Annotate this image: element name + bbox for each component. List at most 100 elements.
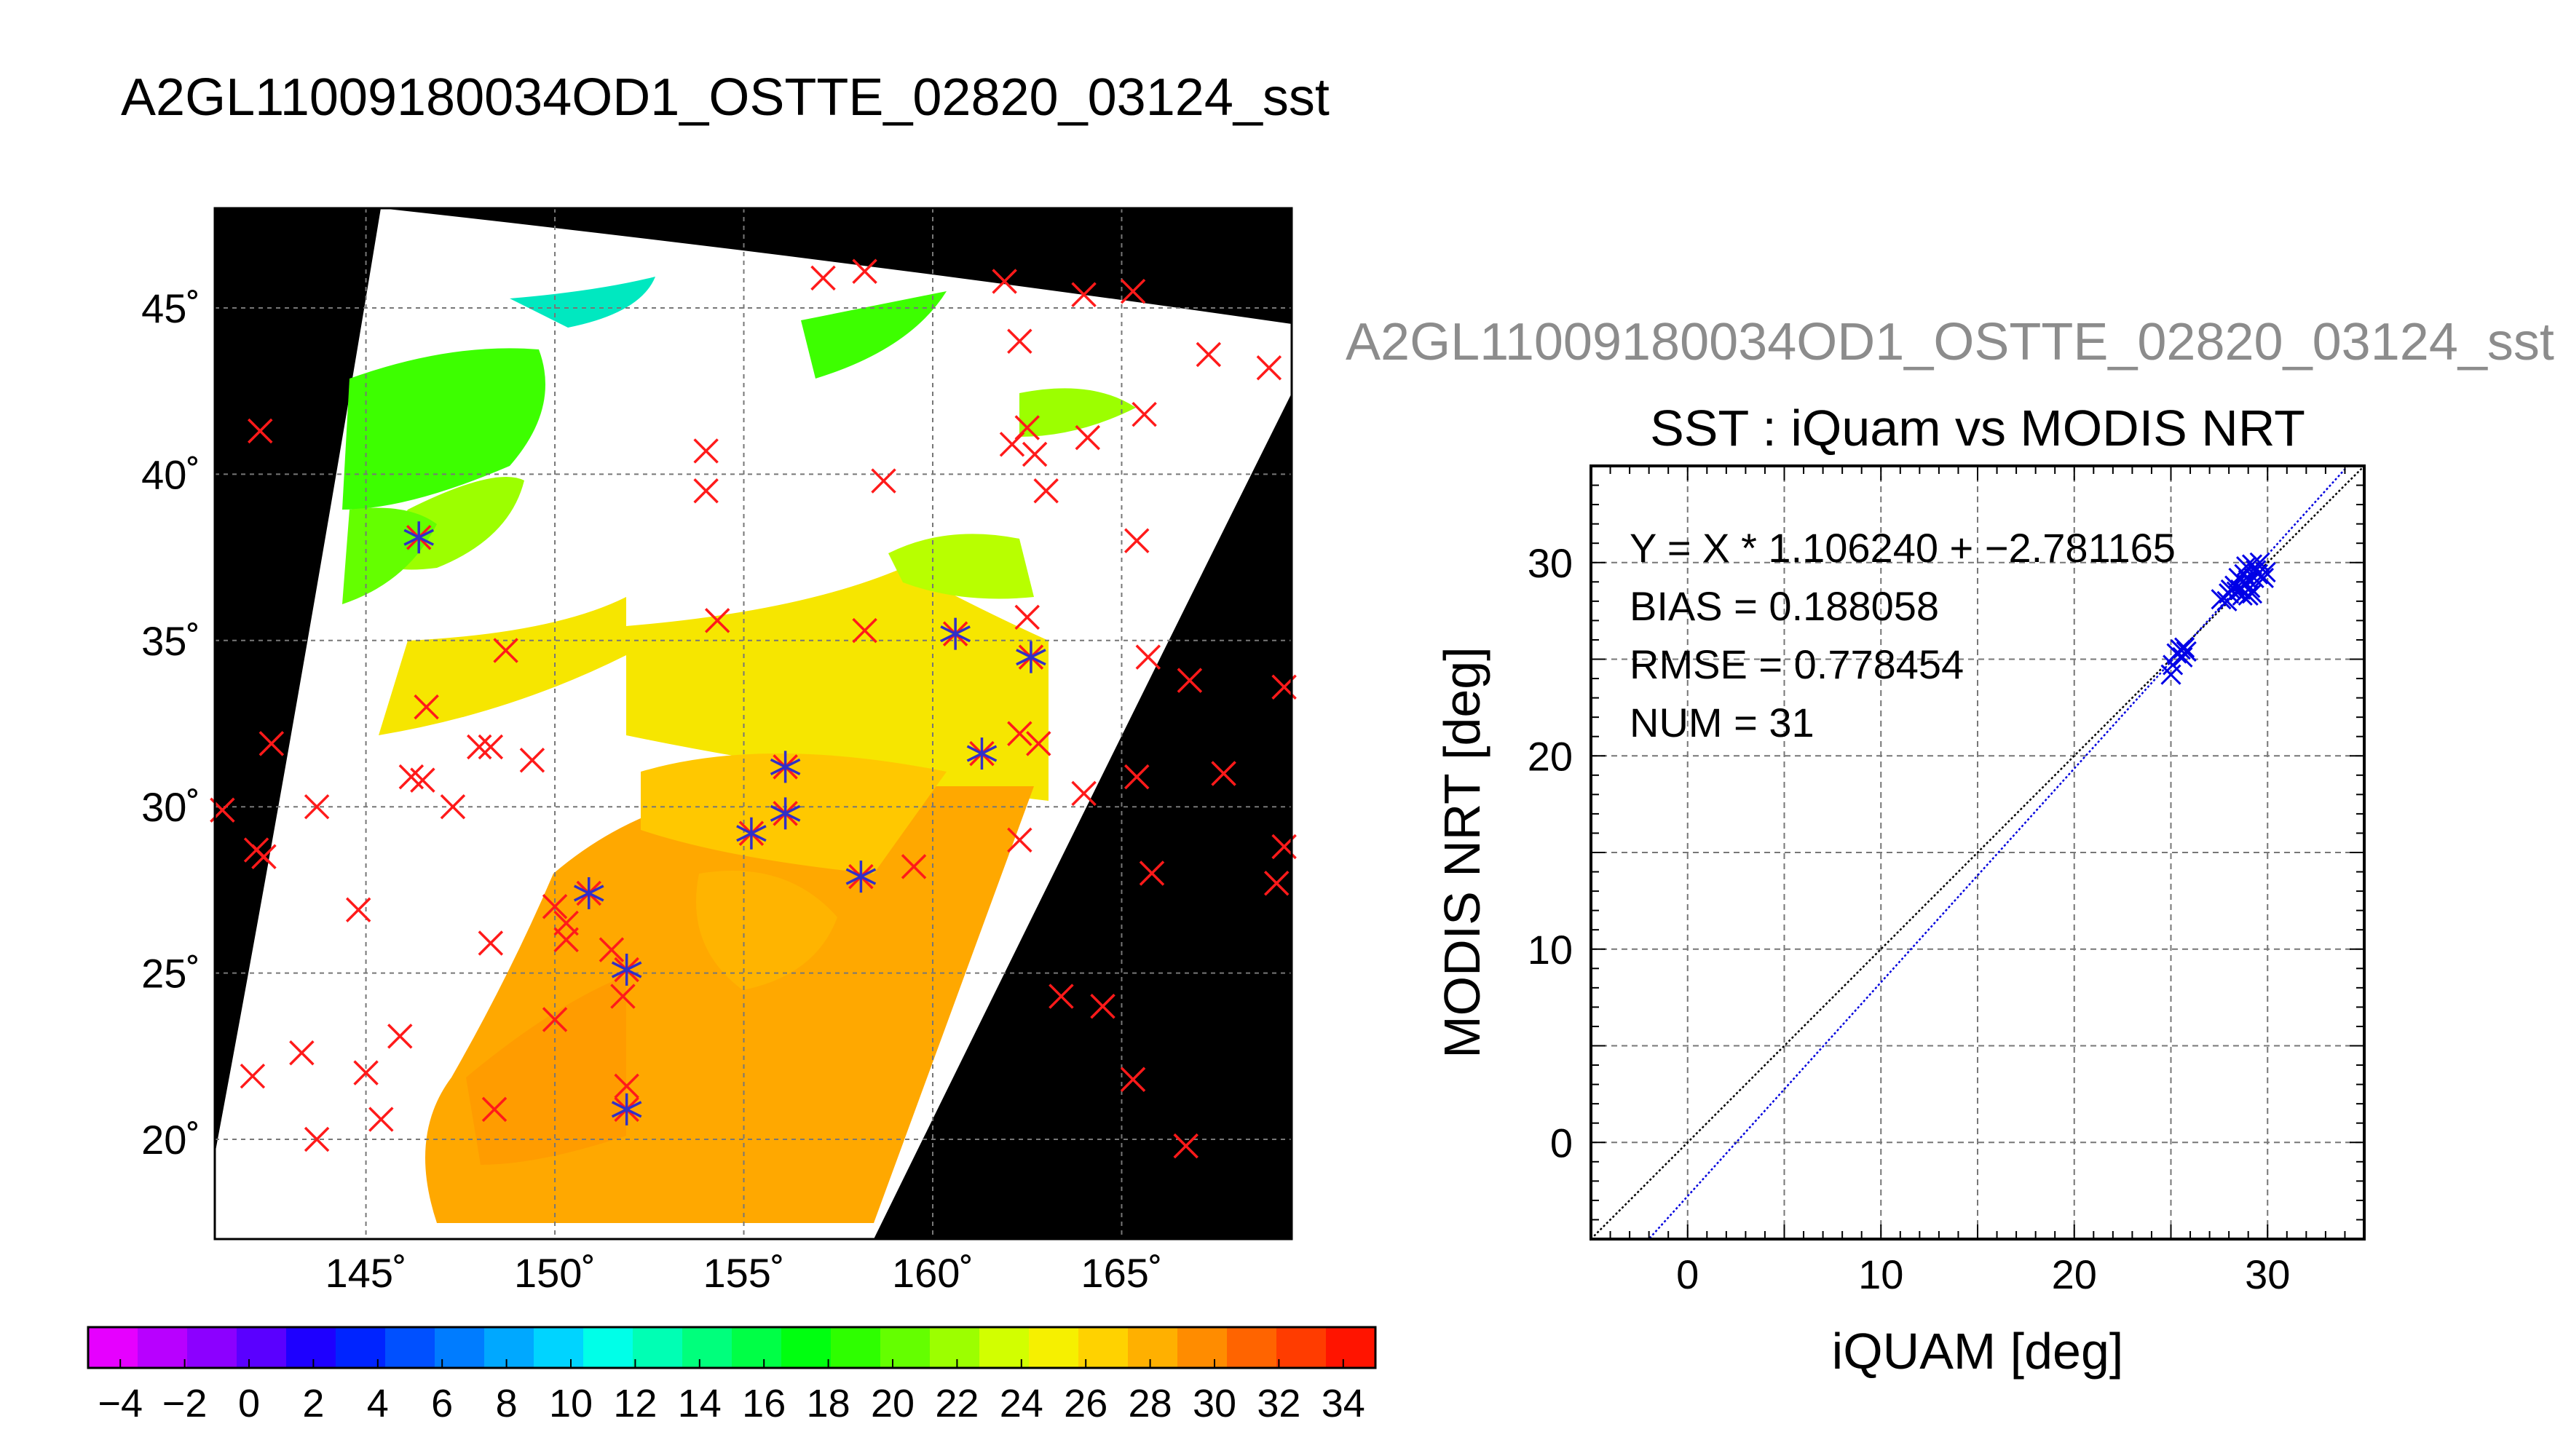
colorbar-frame: [87, 1326, 1377, 1369]
colorbar-tick-label: 34: [1322, 1382, 1365, 1425]
scatter-point: [2216, 590, 2238, 612]
buoy-marker: [478, 734, 504, 760]
buoy-marker: [258, 731, 285, 756]
colorbar-swatch: [781, 1327, 832, 1368]
x-axis-label: iQUAM [deg]: [1832, 1323, 2124, 1380]
buoy-marker: [852, 617, 877, 644]
buoy-marker: [519, 748, 545, 773]
buoy-marker: [852, 258, 877, 285]
colorbar: −4 −2 0 2 4 6 8 10 12 14 16 18 20 22 24 26 28 30 32 34: [87, 1326, 1377, 1425]
buoy-marker: [1007, 827, 1032, 853]
colorbar-swatch: [435, 1327, 485, 1368]
scatter-title: SST : iQuam vs MODIS NRT: [1650, 400, 2305, 456]
matched-buoy-marker: [940, 617, 971, 650]
buoy-marker: [478, 930, 504, 956]
matched-buoy-marker: [403, 521, 435, 554]
colorbar-tick-label: −2: [162, 1382, 208, 1425]
lon-tick-label: 155˚: [703, 1250, 784, 1296]
buoy-marker: [1177, 668, 1203, 693]
colorbar-swatch: [633, 1327, 683, 1368]
colorbar-tick-label: 2: [302, 1382, 324, 1425]
colorbar-swatch: [534, 1327, 584, 1368]
colorbar-swatch: [1326, 1327, 1376, 1368]
colorbar-swatch: [1227, 1327, 1277, 1368]
buoy-marker: [1014, 415, 1040, 440]
colorbar-tick-label: 18: [807, 1382, 850, 1425]
buoy-marker: [240, 1063, 266, 1089]
buoy-marker: [704, 608, 730, 633]
buoy-marker: [248, 418, 273, 444]
colorbar-tick-label: 28: [1129, 1382, 1172, 1425]
matched-buoy-marker: [736, 817, 767, 850]
scatter-point: [2253, 567, 2275, 589]
matched-buoy-marker: [770, 797, 801, 830]
lat-tick-label: 40˚: [141, 451, 200, 497]
num-value: NUM = 31: [1630, 700, 1814, 745]
y-tick-label: 20: [1528, 733, 1573, 779]
buoy-marker: [1090, 994, 1115, 1019]
buoy-marker: [992, 269, 1017, 294]
buoy-marker: [289, 1040, 315, 1066]
y-tick-label: 0: [1550, 1120, 1573, 1166]
colorbar-tick-label: 22: [935, 1382, 979, 1425]
colorbar-swatch: [286, 1327, 336, 1368]
buoy-marker: [610, 984, 636, 1009]
lat-tick-label: 45˚: [141, 285, 200, 331]
buoy-marker: [304, 794, 330, 820]
buoy-marker: [542, 1007, 568, 1032]
buoy-marker: [693, 478, 719, 504]
lon-tick-label: 160˚: [892, 1250, 974, 1296]
buoy-marker: [901, 854, 927, 879]
colorbar-tick-label: 24: [1000, 1382, 1043, 1425]
buoy-marker: [1124, 764, 1150, 790]
x-tick-label: 0: [1676, 1251, 1699, 1297]
colorbar-swatch: [88, 1327, 138, 1368]
buoy-marker: [1120, 278, 1146, 304]
y-tick-labels: 0 10 20 30: [1528, 540, 1573, 1166]
buoy-marker: [1135, 644, 1161, 670]
colorbar-swatch: [682, 1327, 732, 1368]
buoy-marker: [1173, 1133, 1198, 1159]
buoy-marker: [542, 893, 568, 919]
colorbar-tick-label: 6: [431, 1382, 453, 1425]
buoy-marker: [493, 638, 518, 663]
scatter-point: [2166, 643, 2187, 664]
buoy-marker: [481, 1096, 508, 1123]
colorbar-swatch: [1128, 1327, 1178, 1368]
colorbar-tick-label: 30: [1193, 1382, 1236, 1425]
matched-buoy-marker: [845, 860, 877, 893]
colorbar-swatch: [930, 1327, 980, 1368]
y-axis-label: MODIS NRT [deg]: [1434, 646, 1490, 1058]
colorbar-swatch: [385, 1327, 435, 1368]
scatter-point: [2232, 585, 2253, 606]
buoy-marker: [1132, 401, 1157, 427]
lon-tick-label: 145˚: [325, 1250, 407, 1296]
lon-tick-labels: 145˚ 150˚ 155˚ 160˚ 165˚: [325, 1250, 1163, 1296]
buoy-marker: [1071, 282, 1097, 307]
buoy-marker: [1256, 355, 1282, 381]
colorbar-tick-label: 8: [496, 1382, 518, 1425]
buoy-marker: [414, 694, 439, 720]
scatter-point: [2247, 563, 2269, 585]
colorbar-swatch: [831, 1327, 881, 1368]
lon-tick-label: 150˚: [514, 1250, 596, 1296]
y-tick-label: 10: [1528, 927, 1573, 973]
buoy-marker: [553, 927, 579, 953]
colorbar-swatch: [187, 1327, 237, 1368]
colorbar-swatch: [880, 1327, 931, 1368]
rmse-value: RMSE = 0.778454: [1630, 641, 1964, 687]
buoy-marker: [1014, 604, 1040, 630]
scatter-point: [2255, 561, 2276, 583]
map-frame: [213, 207, 1293, 1241]
buoy-marker: [1196, 341, 1222, 368]
buoy-marker: [1075, 424, 1101, 451]
x-tick-label: 30: [2245, 1251, 2290, 1297]
x-tick-label: 20: [2052, 1251, 2097, 1297]
colorbar-tick-label: 14: [678, 1382, 722, 1425]
buoy-marker: [467, 734, 492, 760]
lat-tick-label: 30˚: [141, 784, 200, 830]
matched-buoy-marker: [1016, 641, 1046, 673]
colorbar-tick-label: 10: [549, 1382, 593, 1425]
scatter-point: [2220, 579, 2241, 600]
